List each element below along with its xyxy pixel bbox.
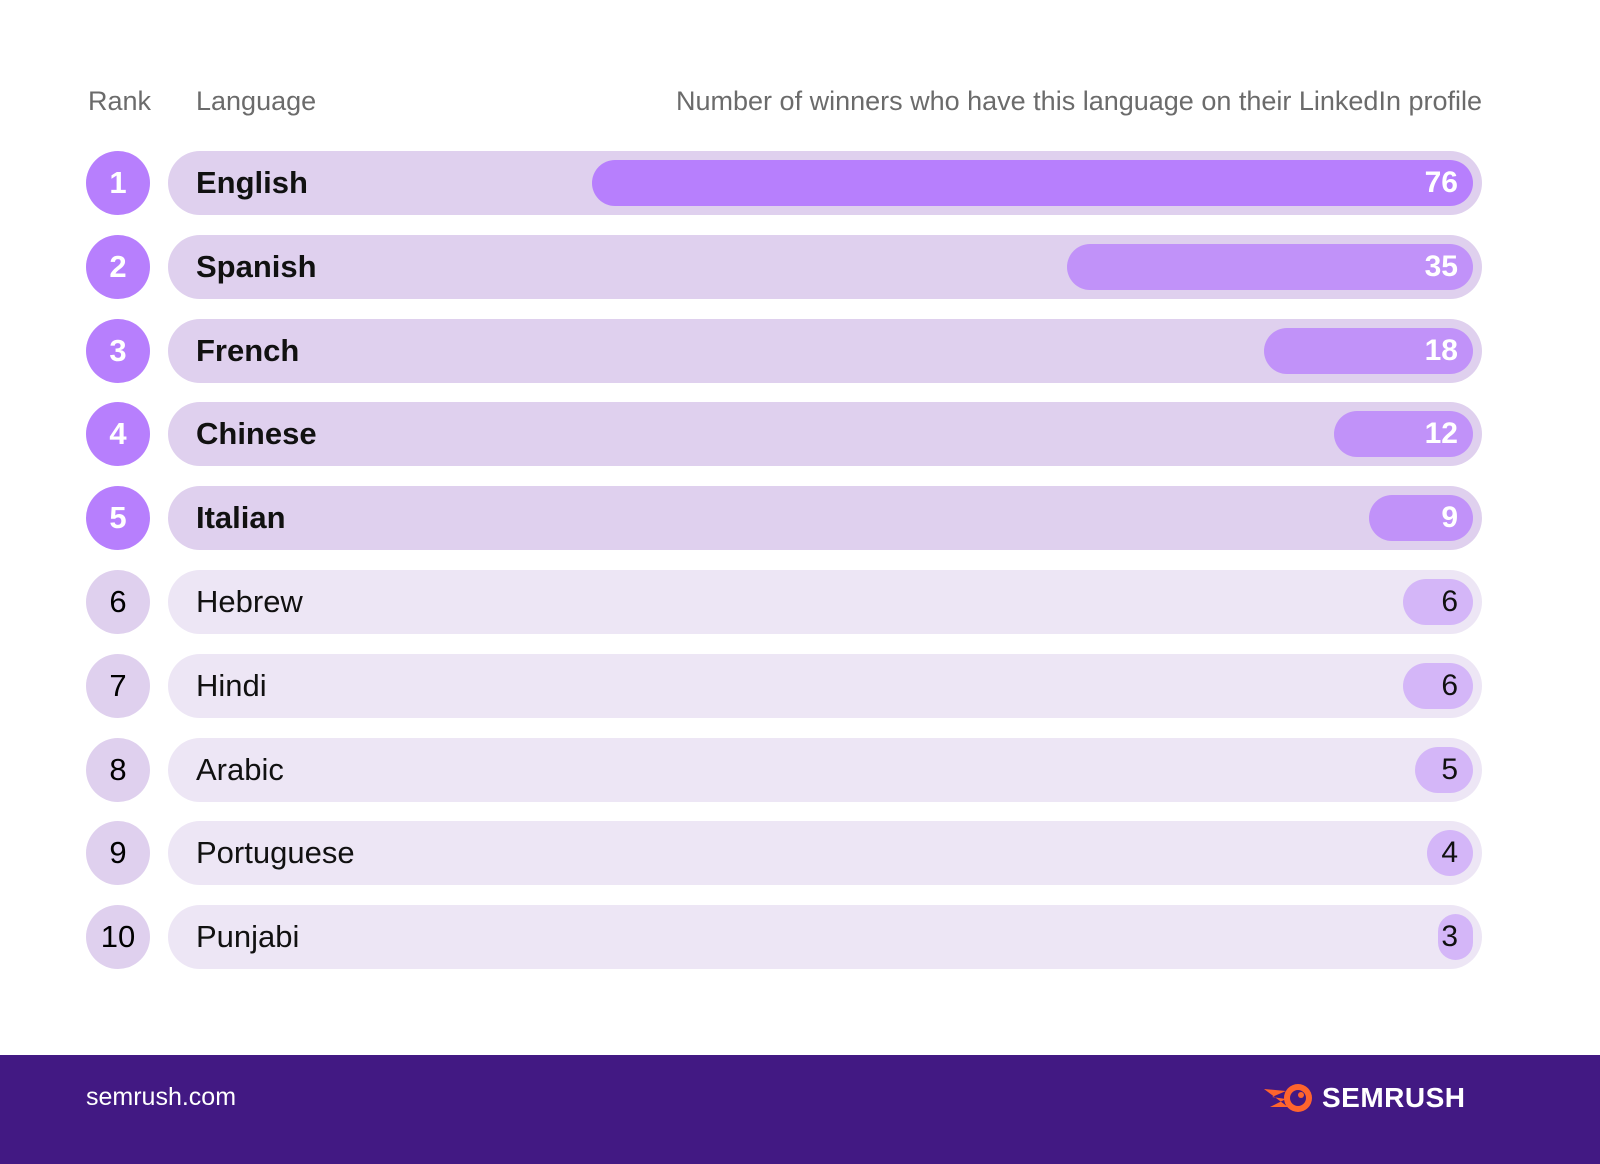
bar <box>1415 746 1473 793</box>
value-label: 18 <box>1424 333 1458 367</box>
bar-track: 5 <box>168 737 1482 802</box>
rank-badge: 5 <box>86 486 150 551</box>
value-label: 12 <box>1424 417 1458 451</box>
value-label: 9 <box>1441 501 1458 535</box>
bar-track: 9 <box>168 486 1482 551</box>
bar <box>1438 914 1473 961</box>
language-label: Chinese <box>196 416 317 452</box>
bar-track: 3 <box>168 905 1482 970</box>
site-url: semrush.com <box>86 1083 237 1111</box>
chart-row: 3 18 French <box>86 318 1482 383</box>
value-label: 3 <box>1441 920 1458 954</box>
value-label: 76 <box>1424 166 1458 199</box>
chart-row: 9 4 Portuguese <box>86 821 1482 886</box>
value-label: 35 <box>1424 249 1458 283</box>
language-label: Arabic <box>196 751 284 787</box>
value-label: 6 <box>1441 668 1458 702</box>
bar-track: 6 <box>168 653 1482 718</box>
rank-badge: 7 <box>86 653 150 718</box>
language-header: Language <box>196 86 317 116</box>
language-label: Italian <box>196 500 286 536</box>
language-label: Portuguese <box>196 835 355 871</box>
semrush-comet-icon <box>1264 1084 1312 1112</box>
bar <box>1067 243 1473 290</box>
bar <box>1403 579 1473 625</box>
chart-row: 5 9 Italian <box>86 486 1482 551</box>
value-header: Number of winners who have this language… <box>676 86 1482 116</box>
language-label: English <box>196 165 308 200</box>
bar-track: 76 <box>168 151 1482 215</box>
bar <box>1333 411 1473 458</box>
chart-row: 7 6 Hindi <box>86 653 1482 718</box>
chart-row: 1 76 English <box>86 151 1482 215</box>
value-label: 6 <box>1441 585 1458 618</box>
chart-row: 8 5 Arabic <box>86 737 1482 802</box>
bar-track: 12 <box>168 402 1482 467</box>
language-label: French <box>196 332 300 368</box>
chart-row: 4 12 Chinese <box>86 402 1482 467</box>
bar-track: 4 <box>168 821 1482 886</box>
bar <box>1403 662 1473 709</box>
bar-track: 6 <box>168 570 1482 634</box>
bar-track: 35 <box>168 234 1482 299</box>
rank-badge: 9 <box>86 821 150 886</box>
rank-badge: 6 <box>86 570 150 634</box>
semrush-logo: SEMRUSH <box>1264 1081 1466 1115</box>
rank-badge: 4 <box>86 402 150 467</box>
rank-badge: 8 <box>86 737 150 802</box>
bar-track: 18 <box>168 318 1482 383</box>
rank-header: Rank <box>88 86 152 116</box>
language-label: Spanish <box>196 248 317 284</box>
value-label: 5 <box>1441 752 1458 786</box>
chart-row: 2 35 Spanish <box>86 234 1482 299</box>
footer: semrush.com SEMRUSH <box>0 1055 1600 1164</box>
chart-row: 6 6 Hebrew <box>86 570 1482 634</box>
rank-badge: 2 <box>86 234 150 299</box>
language-label: Hebrew <box>196 584 303 619</box>
bar <box>1368 495 1473 542</box>
bar <box>592 160 1473 206</box>
chart-row: 10 3 Punjabi <box>86 905 1482 970</box>
rank-badge: 3 <box>86 318 150 383</box>
language-label: Hindi <box>196 667 267 703</box>
rank-badge: 1 <box>86 151 150 215</box>
language-label: Punjabi <box>196 919 300 955</box>
rank-badge: 10 <box>86 905 150 970</box>
value-label: 4 <box>1441 836 1458 870</box>
bar <box>1264 327 1473 374</box>
logo-text: SEMRUSH <box>1322 1082 1466 1113</box>
bar <box>1426 830 1473 877</box>
